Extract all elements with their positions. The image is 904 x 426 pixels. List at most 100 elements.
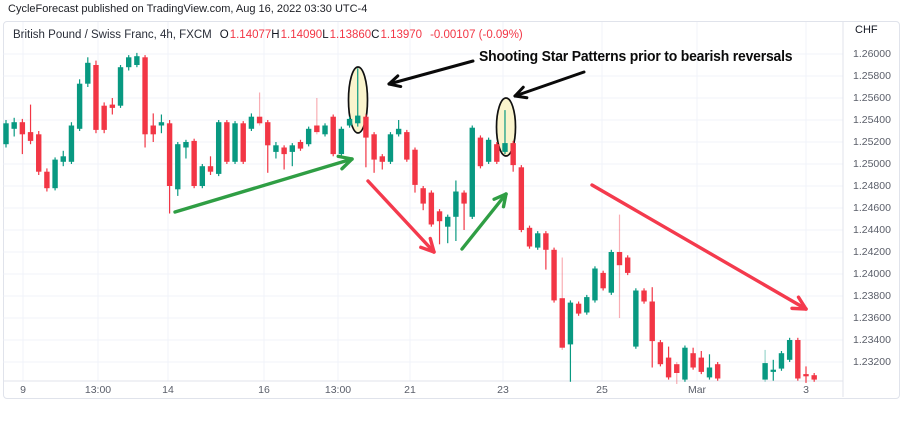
price-axis-label[interactable]: 1.25600: [853, 91, 891, 104]
price-axis-label[interactable]: 1.23200: [853, 355, 891, 368]
price-axis-label[interactable]: 1.23600: [853, 311, 891, 324]
candle: [363, 116, 369, 138]
candle: [485, 139, 492, 162]
candle: [518, 167, 525, 230]
candle: [535, 233, 541, 248]
candle: [134, 56, 140, 65]
candle: [649, 301, 655, 342]
candle: [477, 137, 484, 167]
candle: [338, 128, 345, 155]
candle: [584, 297, 590, 313]
symbol-title: British Pound / Swiss Franc, 4h, FXCM: [13, 29, 212, 41]
candle: [770, 369, 776, 372]
price-axis-label[interactable]: 1.23800: [853, 289, 891, 302]
candle: [248, 116, 255, 129]
candle: [68, 125, 75, 162]
candle: [215, 122, 222, 174]
candle: [199, 166, 206, 186]
price-axis-label[interactable]: 1.25800: [853, 69, 891, 82]
candle: [592, 268, 598, 301]
price-axis-label[interactable]: 1.24000: [853, 267, 891, 280]
arrow-red-downtrend-1: [366, 179, 436, 254]
price-axis-label[interactable]: 1.25000: [853, 157, 891, 170]
candle: [502, 143, 508, 152]
candle: [224, 122, 230, 162]
time-axis-label[interactable]: 21: [404, 384, 416, 396]
candle: [52, 159, 58, 189]
candle: [305, 128, 312, 145]
time-axis-label[interactable]: Mar: [687, 384, 707, 396]
annotation-text: Shooting Star Patterns prior to bearish …: [479, 48, 793, 65]
candle: [19, 122, 26, 135]
time-axis-label[interactable]: 23: [497, 384, 509, 396]
price-axis-label[interactable]: 1.24400: [853, 223, 891, 236]
price-axis-label[interactable]: 1.26000: [853, 47, 891, 60]
candle: [126, 57, 132, 68]
candle: [297, 142, 304, 149]
candle: [795, 340, 801, 379]
candle: [510, 143, 516, 166]
candle: [633, 290, 639, 347]
candle: [600, 272, 606, 289]
candle: [657, 342, 664, 365]
time-axis-label[interactable]: 25: [596, 384, 608, 396]
candle: [76, 83, 83, 129]
ohlc-values: O 1.14077 H 1.14090 L 1.13860 C 1.13970: [220, 29, 422, 41]
candle: [289, 145, 295, 152]
candle: [461, 192, 467, 204]
candle: [575, 303, 582, 314]
candle: [142, 57, 148, 135]
candle: [109, 104, 116, 108]
candle: [183, 142, 189, 148]
candle: [27, 132, 34, 141]
chart-widget: [3, 21, 900, 399]
price-axis-label[interactable]: 1.25400: [853, 113, 891, 126]
candle: [166, 123, 173, 186]
candle: [436, 211, 443, 222]
candle: [240, 123, 246, 162]
candle: [36, 134, 42, 172]
ohlc-item: L 1.13860: [322, 29, 372, 41]
time-axis-label[interactable]: 3: [803, 384, 809, 396]
candle: [778, 353, 785, 369]
price-axis-label[interactable]: 1.24600: [853, 201, 891, 214]
candle: [665, 357, 672, 378]
ohlc-item: C 1.13970: [371, 29, 423, 41]
candle: [281, 147, 287, 155]
candle: [93, 65, 99, 130]
time-axis-label[interactable]: 16: [258, 384, 270, 396]
candle: [786, 340, 793, 360]
candle: [158, 122, 165, 126]
time-axis-label[interactable]: 13:00: [324, 384, 352, 396]
arrow-green-uptrend-1: [173, 154, 354, 214]
candle: [641, 290, 647, 302]
candle: [314, 125, 320, 133]
candle: [387, 134, 394, 162]
candle: [526, 227, 533, 247]
time-axis-label[interactable]: 13:00: [84, 384, 112, 396]
candle: [803, 374, 809, 377]
price-axis-label[interactable]: 1.24200: [853, 245, 891, 258]
time-axis-label[interactable]: 9: [20, 384, 26, 396]
candle: [3, 123, 9, 145]
price-axis-label[interactable]: 1.24800: [853, 179, 891, 192]
candle: [762, 363, 768, 380]
highlight-ellipse-shooting-star-2: [495, 97, 517, 157]
arrow-black-callout-1: [387, 59, 475, 89]
candle: [273, 145, 279, 152]
candle: [371, 134, 377, 160]
price-axis-label[interactable]: 1.25200: [853, 135, 891, 148]
candle: [101, 105, 107, 130]
candle: [265, 122, 271, 146]
change-value: -0.00107 (-0.09%): [430, 29, 523, 41]
price-axis-label[interactable]: 1.23400: [853, 333, 891, 346]
candle: [379, 156, 385, 162]
candle: [551, 249, 557, 301]
candle: [811, 375, 817, 380]
candle: [616, 252, 623, 266]
time-axis-label[interactable]: 14: [162, 384, 174, 396]
arrow-black-callout-2: [513, 70, 586, 100]
candle: [322, 125, 328, 135]
